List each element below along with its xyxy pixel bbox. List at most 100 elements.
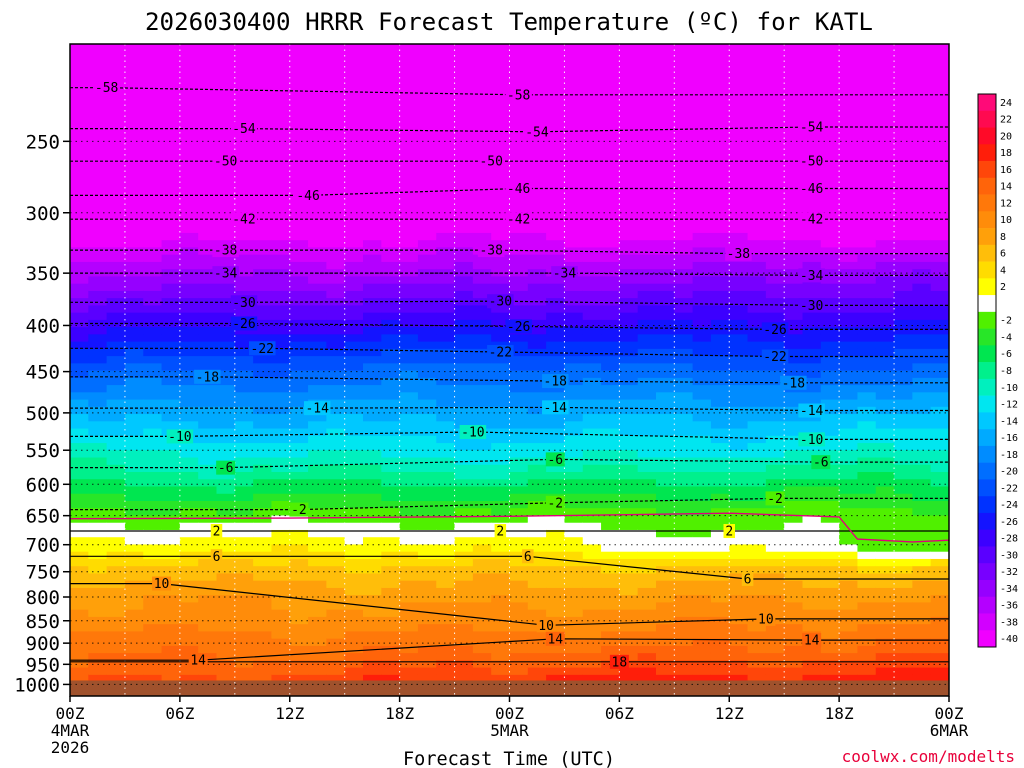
temperature-cell bbox=[875, 297, 895, 306]
temperature-cell bbox=[582, 341, 602, 349]
temperature-cell bbox=[70, 500, 89, 509]
temperature-cell bbox=[839, 312, 859, 320]
contour-label-bg bbox=[545, 452, 565, 467]
temperature-cell bbox=[930, 616, 949, 625]
temperature-cell bbox=[454, 58, 474, 67]
temperature-cell bbox=[161, 174, 181, 183]
temperature-cell bbox=[784, 471, 804, 480]
temperature-cell bbox=[454, 456, 474, 465]
temperature-cell bbox=[491, 427, 511, 436]
temperature-cell bbox=[674, 261, 694, 270]
temperature-cell bbox=[491, 217, 511, 226]
temperature-cell bbox=[143, 145, 163, 154]
temperature-cell bbox=[857, 485, 877, 494]
temperature-cell bbox=[527, 152, 547, 161]
temperature-cell bbox=[619, 493, 639, 501]
temperature-cell bbox=[820, 565, 840, 574]
temperature-cell bbox=[143, 246, 163, 255]
temperature-cell bbox=[894, 493, 913, 501]
temperature-cell bbox=[839, 435, 859, 444]
temperature-cell bbox=[601, 667, 620, 675]
temperature-cell bbox=[674, 558, 694, 567]
temperature-cell bbox=[88, 348, 108, 357]
temperature-cell bbox=[601, 427, 620, 436]
temperature-cell bbox=[308, 594, 327, 603]
temperature-cell bbox=[546, 304, 566, 313]
temperature-cell bbox=[106, 44, 126, 52]
temperature-cell bbox=[381, 558, 401, 567]
temperature-cell bbox=[491, 261, 511, 270]
temperature-cell bbox=[527, 667, 547, 675]
temperature-cell bbox=[601, 109, 620, 118]
temperature-cell bbox=[381, 210, 401, 219]
temperature-cell bbox=[381, 616, 401, 625]
temperature-cell bbox=[692, 442, 712, 451]
temperature-cell bbox=[601, 297, 620, 306]
temperature-cell bbox=[674, 420, 694, 429]
temperature-cell bbox=[271, 246, 291, 255]
temperature-cell bbox=[839, 652, 859, 661]
temperature-cell bbox=[88, 130, 108, 139]
temperature-cell bbox=[417, 442, 437, 451]
temperature-cell bbox=[271, 130, 291, 139]
temperature-cell bbox=[124, 543, 144, 552]
temperature-cell bbox=[161, 326, 181, 335]
y-tick-label: 1000 bbox=[14, 674, 60, 696]
temperature-cell bbox=[253, 225, 273, 233]
temperature-cell bbox=[271, 391, 291, 400]
temperature-cell bbox=[381, 341, 401, 349]
temperature-cell bbox=[234, 72, 254, 81]
temperature-cell bbox=[546, 80, 566, 89]
temperature-cell bbox=[674, 72, 694, 81]
temperature-cell bbox=[216, 145, 236, 154]
temperature-cell bbox=[509, 246, 529, 255]
temperature-cell bbox=[70, 464, 89, 473]
temperature-cell bbox=[326, 529, 346, 538]
temperature-cell bbox=[729, 558, 749, 567]
temperature-cell bbox=[839, 290, 859, 299]
temperature-cell bbox=[527, 485, 547, 494]
temperature-cell bbox=[912, 667, 932, 675]
temperature-cell bbox=[326, 174, 346, 183]
temperature-cell bbox=[70, 609, 89, 617]
legend-frame bbox=[977, 93, 997, 648]
legend-swatch bbox=[978, 596, 996, 614]
temperature-cell bbox=[106, 304, 126, 313]
temperature-cell bbox=[399, 355, 419, 364]
temperature-cell bbox=[472, 652, 492, 661]
temperature-cell bbox=[436, 246, 456, 255]
temperature-cell bbox=[179, 174, 199, 183]
temperature-cell bbox=[491, 493, 511, 501]
temperature-cell bbox=[436, 130, 456, 139]
temperature-cell bbox=[619, 145, 639, 154]
temperature-cell bbox=[381, 225, 401, 233]
temperature-cell bbox=[527, 601, 547, 610]
temperature-cell bbox=[344, 348, 364, 357]
temperature-cell bbox=[857, 225, 877, 233]
temperature-cell bbox=[326, 138, 346, 147]
temperature-cell bbox=[637, 609, 657, 617]
temperature-cell bbox=[70, 413, 89, 422]
contour-label-bg bbox=[230, 212, 258, 227]
temperature-cell bbox=[601, 522, 620, 530]
temperature-cell bbox=[344, 594, 364, 603]
temperature-cell bbox=[619, 623, 639, 632]
temperature-cell bbox=[436, 123, 456, 132]
temperature-cell bbox=[674, 65, 694, 74]
temperature-cell bbox=[527, 580, 547, 588]
temperature-cell bbox=[875, 174, 895, 183]
legend-swatch bbox=[978, 311, 996, 329]
temperature-cell bbox=[765, 138, 785, 147]
temperature-cell bbox=[930, 645, 949, 654]
temperature-cell bbox=[472, 232, 492, 241]
temperature-cell bbox=[857, 456, 877, 465]
temperature-cell bbox=[106, 377, 126, 386]
temperature-cell bbox=[124, 341, 144, 349]
temperature-cell bbox=[381, 478, 401, 487]
temperature-cell bbox=[637, 326, 657, 335]
temperature-cell bbox=[546, 601, 566, 610]
temperature-cell bbox=[417, 152, 437, 161]
temperature-cell bbox=[747, 181, 767, 190]
temperature-cell bbox=[527, 167, 547, 175]
temperature-cell bbox=[417, 485, 437, 494]
